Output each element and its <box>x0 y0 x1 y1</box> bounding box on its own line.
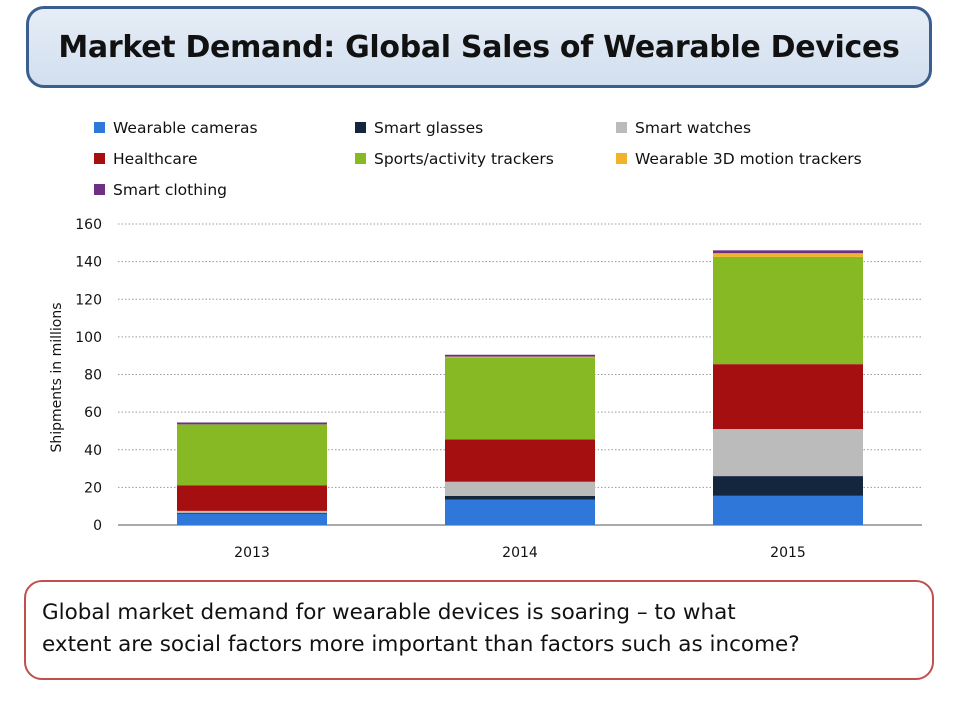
bar-segment <box>445 481 595 496</box>
legend-label: Smart clothing <box>113 181 227 199</box>
bar-segment <box>445 495 595 500</box>
legend-label: Smart watches <box>635 119 751 137</box>
legend-swatch <box>94 122 105 133</box>
caption-box: Global market demand for wearable device… <box>24 580 934 680</box>
legend-swatch <box>355 122 366 133</box>
title-banner: Market Demand: Global Sales of Wearable … <box>26 6 932 88</box>
legend-swatch <box>94 184 105 195</box>
y-tick-label: 40 <box>84 443 102 459</box>
y-tick-label: 100 <box>75 330 102 346</box>
legend-label: Wearable 3D motion trackers <box>635 150 862 168</box>
bar-segment <box>713 256 863 365</box>
caption-text: Global market demand for wearable device… <box>42 600 800 657</box>
x-tick-label: 2014 <box>502 545 538 561</box>
bar-segment <box>177 485 327 511</box>
legend-label: Smart glasses <box>374 119 483 137</box>
y-tick-label: 60 <box>84 405 102 421</box>
y-axis-label: Shipments in millions <box>49 302 65 452</box>
bar-segment <box>177 512 327 514</box>
x-tick-label: 2015 <box>770 545 806 561</box>
y-tick-label: 140 <box>75 255 102 271</box>
bar-segment <box>713 495 863 525</box>
bar-segment <box>445 356 595 358</box>
bar-segment <box>713 429 863 477</box>
bar-segment <box>177 510 327 513</box>
y-tick-label: 160 <box>75 217 102 233</box>
bar-segment <box>445 499 595 525</box>
y-tick-label: 20 <box>84 480 102 496</box>
bar-segment <box>177 424 327 486</box>
page-title: Market Demand: Global Sales of Wearable … <box>58 29 900 65</box>
legend-label: Wearable cameras <box>113 119 258 137</box>
bar-segment <box>713 253 863 257</box>
bar-segment <box>445 354 595 357</box>
bar-segment <box>445 439 595 482</box>
bar-segment <box>445 357 595 440</box>
y-tick-label: 120 <box>75 292 102 308</box>
stacked-bar-chart: 0 20 40 60 80 100 120 140 160 Shipments in millio… <box>49 119 922 561</box>
bar-segment <box>177 422 327 425</box>
legend-label: Healthcare <box>113 150 198 168</box>
x-tick-label: 2013 <box>234 545 270 561</box>
legend-label: Sports/activity trackers <box>374 150 554 168</box>
legend-swatch <box>94 153 105 164</box>
y-tick-label: 0 <box>93 518 102 534</box>
legend-swatch <box>355 153 366 164</box>
bar-segment <box>713 476 863 496</box>
bar-segment <box>713 364 863 430</box>
legend-swatch <box>616 153 627 164</box>
bar-segment <box>713 250 863 254</box>
legend-swatch <box>616 122 627 133</box>
y-tick-label: 80 <box>84 368 102 384</box>
bar-segment <box>177 513 327 525</box>
